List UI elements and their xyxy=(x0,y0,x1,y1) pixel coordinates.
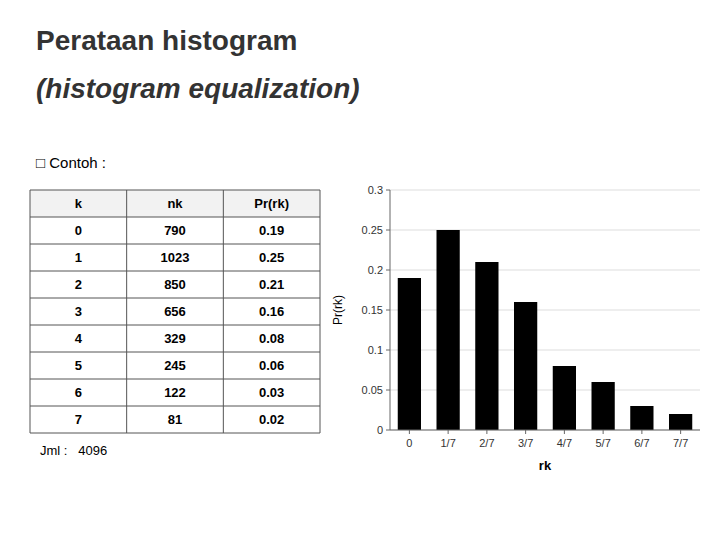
y-tick-label: 0.05 xyxy=(362,384,383,396)
y-tick xyxy=(386,350,390,351)
table-line xyxy=(30,298,320,299)
chart-canvas: Perataan histogram (histogram equalizatio… xyxy=(0,0,720,540)
bar xyxy=(592,382,615,430)
x-axis xyxy=(390,430,700,431)
table-cell: 1 xyxy=(75,250,82,265)
x-tick-label: 3/7 xyxy=(518,437,533,449)
x-axis-label: rk xyxy=(539,458,552,473)
table-cell: 3 xyxy=(75,304,82,319)
bar xyxy=(437,230,460,430)
table-cell: 81 xyxy=(168,412,182,427)
table-cell: 790 xyxy=(164,223,186,238)
x-tick xyxy=(448,430,449,434)
grid-line xyxy=(390,190,700,191)
table-line xyxy=(30,406,320,407)
y-tick xyxy=(386,390,390,391)
x-tick-label: 1/7 xyxy=(440,437,455,449)
table-cell: 0.19 xyxy=(259,223,284,238)
x-tick-label: 7/7 xyxy=(673,437,688,449)
y-axis xyxy=(390,190,391,430)
table-cell: 656 xyxy=(164,304,186,319)
table-header: Pr(rk) xyxy=(254,196,289,211)
y-tick-label: 0.25 xyxy=(362,224,383,236)
table-line xyxy=(30,433,320,434)
x-tick xyxy=(486,430,487,434)
table-cell: 0.21 xyxy=(259,277,284,292)
y-tick xyxy=(386,430,390,431)
x-tick-label: 4/7 xyxy=(557,437,572,449)
table-line xyxy=(30,190,320,191)
table-cell: 0.02 xyxy=(259,412,284,427)
bar xyxy=(475,262,498,430)
table: k nk Pr(rk) 0 790 0.19 1 1023 0.25 2 850 0.21 3 656 0.… xyxy=(30,190,320,433)
x-tick xyxy=(641,430,642,434)
bar-chart: 0 0.05 0.1 0.15 0.2 0.25 0.3 0 1/7 2/7 3/7 4/7 5/7 6/… xyxy=(331,184,700,473)
bar xyxy=(398,278,421,430)
annotation: □ Contoh : xyxy=(36,154,106,171)
table-line xyxy=(30,271,320,272)
table-cell: 1023 xyxy=(161,250,190,265)
bar xyxy=(514,302,537,430)
bar xyxy=(669,414,692,430)
table-cell: 245 xyxy=(164,358,186,373)
page: Perataan histogram (histogram equalizatio… xyxy=(0,0,720,540)
x-tick xyxy=(603,430,604,434)
y-tick xyxy=(386,190,390,191)
table-line xyxy=(30,325,320,326)
table-cell: 850 xyxy=(164,277,186,292)
y-tick-label: 0 xyxy=(377,424,383,436)
table-line xyxy=(30,352,320,353)
bar xyxy=(553,366,576,430)
x-tick xyxy=(564,430,565,434)
table-cell: 0.16 xyxy=(259,304,284,319)
grid-line xyxy=(390,430,700,431)
y-tick-label: 0.15 xyxy=(362,304,383,316)
y-tick-label: 0.1 xyxy=(368,344,383,356)
table-cell: 7 xyxy=(75,412,82,427)
table-line xyxy=(126,190,127,433)
table-cell: 6 xyxy=(75,385,82,400)
title: Perataan histogram xyxy=(36,25,297,56)
table-cell: 0.25 xyxy=(259,250,284,265)
table-line xyxy=(30,217,320,218)
table-line xyxy=(30,379,320,380)
table-cell: 0.06 xyxy=(259,358,284,373)
table-header: k xyxy=(75,196,83,211)
y-tick xyxy=(386,230,390,231)
table-cell: 329 xyxy=(164,331,186,346)
y-tick-label: 0.3 xyxy=(368,184,383,196)
table-cell: 0.03 xyxy=(259,385,284,400)
x-tick xyxy=(525,430,526,434)
table-line xyxy=(30,244,320,245)
y-axis-label: Pr(rk) xyxy=(331,295,345,325)
x-tick-label: 2/7 xyxy=(479,437,494,449)
table-cell: 2 xyxy=(75,277,82,292)
table-cell: 0.08 xyxy=(259,331,284,346)
x-tick xyxy=(409,430,410,434)
bar xyxy=(630,406,653,430)
y-tick-label: 0.2 xyxy=(368,264,383,276)
table-line xyxy=(320,190,321,433)
table-cell: 5 xyxy=(75,358,82,373)
x-tick-label: 6/7 xyxy=(634,437,649,449)
x-tick-label: 5/7 xyxy=(595,437,610,449)
subtitle: (histogram equalization) xyxy=(36,73,360,104)
table-line xyxy=(223,190,224,433)
table-cell: 0 xyxy=(75,223,82,238)
table-header-bg xyxy=(30,190,320,217)
bars xyxy=(398,230,693,430)
x-tick xyxy=(680,430,681,434)
x-tick-label: 0 xyxy=(406,437,412,449)
y-tick xyxy=(386,270,390,271)
table-cell: 4 xyxy=(75,331,83,346)
table-note: Jml : 4096 xyxy=(40,443,107,458)
table-line xyxy=(30,190,31,433)
table-header: nk xyxy=(167,196,183,211)
table-cell: 122 xyxy=(164,385,186,400)
y-tick xyxy=(386,310,390,311)
